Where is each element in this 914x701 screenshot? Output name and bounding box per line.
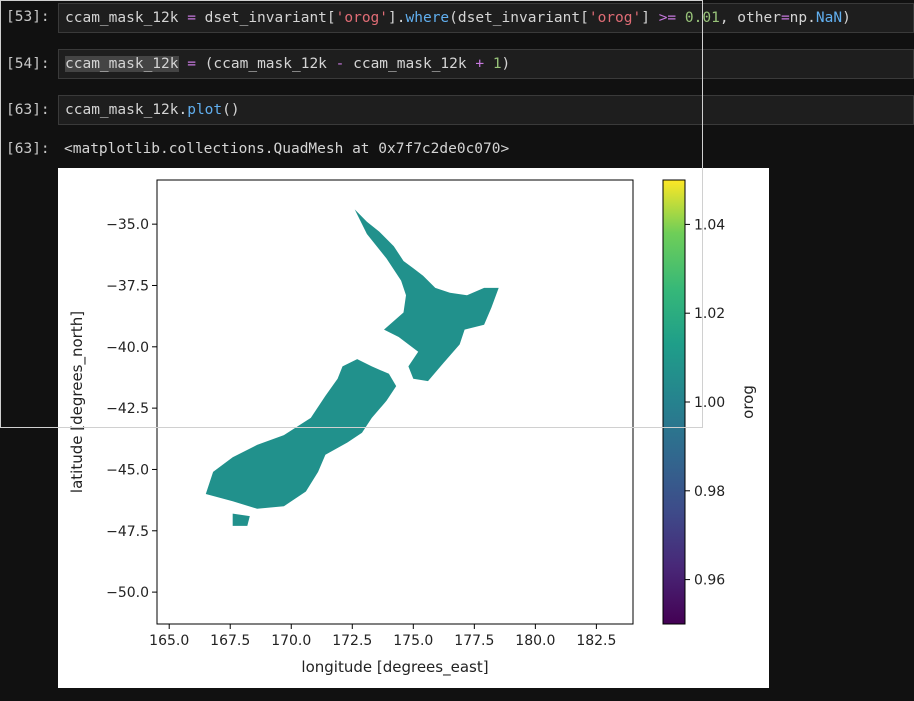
code-token: =: [187, 10, 196, 26]
colorbar-tick-label: 1.04: [694, 217, 725, 233]
axes-frame: [156, 179, 634, 625]
x-tick-label: 170.0: [271, 633, 311, 649]
code-token: +: [475, 56, 485, 72]
y-axis-label: latitude [degrees_north]: [68, 311, 87, 493]
y-tick-label: −47.5: [106, 524, 149, 540]
code-token: ccam_mask_12k: [344, 56, 476, 72]
colorbar-ticks: 0.96 0.98 1.00 1.02 1.04: [685, 217, 725, 589]
code-token: ): [501, 56, 511, 72]
x-tick-label: 167.5: [210, 633, 250, 649]
output-text: <matplotlib.collections.QuadMesh at 0x7f…: [64, 141, 510, 157]
x-tick-label: 172.5: [332, 633, 372, 649]
y-axis: −35.0 −37.5 −40.0 −42.5 −45.0 −47.5 −50.0: [106, 217, 157, 601]
code-token: ccam_mask_12k.: [65, 102, 188, 118]
x-tick-label: 165.0: [149, 633, 189, 649]
code-token: ccam_mask_12k: [65, 10, 188, 26]
y-tick-label: −37.5: [106, 278, 149, 294]
code-token: np.: [789, 10, 816, 26]
cell-prompt: [63]:: [6, 102, 50, 118]
code-token: 'orog': [588, 10, 642, 26]
code-input[interactable]: ccam_mask_12k.plot(): [58, 95, 914, 125]
colorbar-tick-label: 0.98: [694, 484, 725, 500]
code-token: 1: [492, 56, 502, 72]
colorbar-label: orog: [739, 385, 757, 419]
code-token: ]: [641, 10, 659, 26]
y-tick-label: −45.0: [106, 462, 149, 478]
code-token: [484, 56, 493, 72]
code-token: [179, 56, 188, 72]
code-token: (): [222, 102, 240, 118]
x-axis-label: longitude [degrees_east]: [301, 658, 488, 677]
code-token: dset_invariant[: [195, 10, 336, 26]
code-input[interactable]: ccam_mask_12k = (ccam_mask_12k - ccam_ma…: [58, 49, 914, 79]
x-axis: 165.0 167.5 170.0 172.5 175.0 177.5 180.0 182.5: [149, 624, 616, 649]
x-tick-label: 182.5: [576, 633, 616, 649]
colorbar: [662, 179, 686, 625]
code-token: , other: [719, 10, 781, 26]
code-token: >=: [658, 10, 677, 26]
code-token: -: [335, 56, 345, 72]
colorbar-tick-label: 1.00: [694, 395, 725, 411]
code-token: ].: [388, 10, 406, 26]
code-token: (dset_invariant[: [449, 10, 589, 26]
code-token: plot: [187, 102, 223, 118]
code-token: 'orog': [335, 10, 389, 26]
plot-figure: 165.0 167.5 170.0 172.5 175.0 177.5 180.0 182.5…: [58, 168, 769, 688]
colorbar-tick-label: 1.02: [694, 306, 725, 322]
cell-prompt: [53]:: [6, 9, 50, 25]
y-tick-label: −40.0: [106, 340, 149, 356]
x-tick-label: 177.5: [454, 633, 494, 649]
code-token: =: [187, 56, 196, 72]
x-tick-label: 180.0: [515, 633, 555, 649]
colorbar-tick-label: 0.96: [694, 573, 725, 589]
code-token: (ccam_mask_12k: [195, 56, 336, 72]
region-south-island: [205, 359, 397, 509]
code-token: ccam_mask_12k: [65, 56, 179, 72]
cell-prompt: [54]:: [6, 56, 50, 72]
code-input[interactable]: ccam_mask_12k = dset_invariant['orog'].w…: [58, 3, 914, 33]
code-token: ): [842, 10, 851, 26]
y-tick-label: −35.0: [106, 217, 149, 233]
region-north-island: [354, 209, 499, 382]
code-token: [676, 10, 685, 26]
code-token: where: [405, 10, 450, 26]
code-token: 0.01: [684, 10, 720, 26]
map-regions: [205, 209, 499, 526]
code-token: =: [780, 10, 790, 26]
x-tick-label: 175.0: [393, 633, 433, 649]
region-stewart-island: [232, 513, 250, 526]
output-prompt: [63]:: [6, 141, 50, 157]
y-tick-label: −42.5: [106, 401, 149, 417]
y-tick-label: −50.0: [106, 585, 149, 601]
code-token: NaN: [815, 10, 843, 26]
